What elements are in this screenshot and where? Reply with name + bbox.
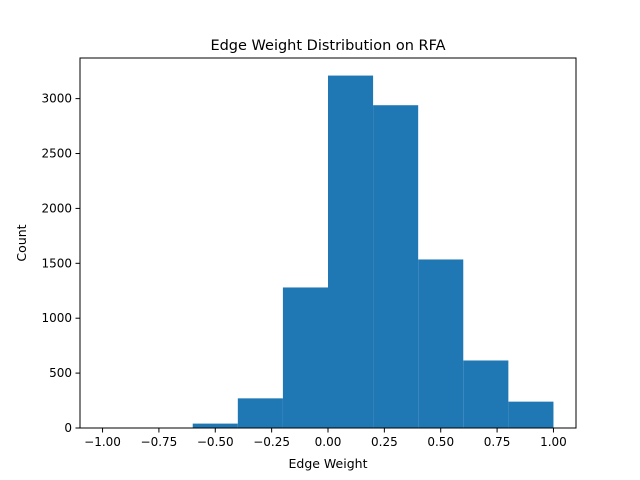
histogram-bar [328,75,374,428]
histogram-bar [192,423,238,428]
y-tick-label: 3000 [41,92,72,106]
histogram-bar [282,287,328,428]
x-tick-label: 0.25 [371,435,398,449]
x-tick-label: −1.00 [84,435,121,449]
x-axis: −1.00 −0.75 −0.50 −0.25 0.00 0.25 0.50 0.75 1.00 [84,428,567,449]
x-tick-label: −0.75 [141,435,178,449]
y-axis: 0 500 1000 1500 2000 2500 3000 [41,92,80,435]
histogram-bar [463,360,509,428]
y-axis-label: Count [14,224,29,261]
histogram-bar [418,259,464,428]
y-tick-label: 2500 [41,147,72,161]
x-tick-label: 0.75 [484,435,511,449]
x-tick-label: 1.00 [540,435,567,449]
histogram-bar [373,105,419,428]
y-tick-label: 2000 [41,201,72,215]
histogram-bar [508,401,554,428]
bars-group [192,75,554,428]
y-tick-label: 1500 [41,256,72,270]
x-tick-label: −0.50 [197,435,234,449]
x-tick-label: 0.00 [315,435,342,449]
chart-title: Edge Weight Distribution on RFA [210,38,445,54]
x-tick-label: −0.25 [253,435,290,449]
y-tick-label: 0 [64,421,72,435]
y-tick-label: 1000 [41,311,72,325]
y-tick-label: 500 [49,366,72,380]
x-axis-label: Edge Weight [289,456,368,471]
x-tick-label: 0.50 [427,435,454,449]
histogram-bar [237,398,283,428]
